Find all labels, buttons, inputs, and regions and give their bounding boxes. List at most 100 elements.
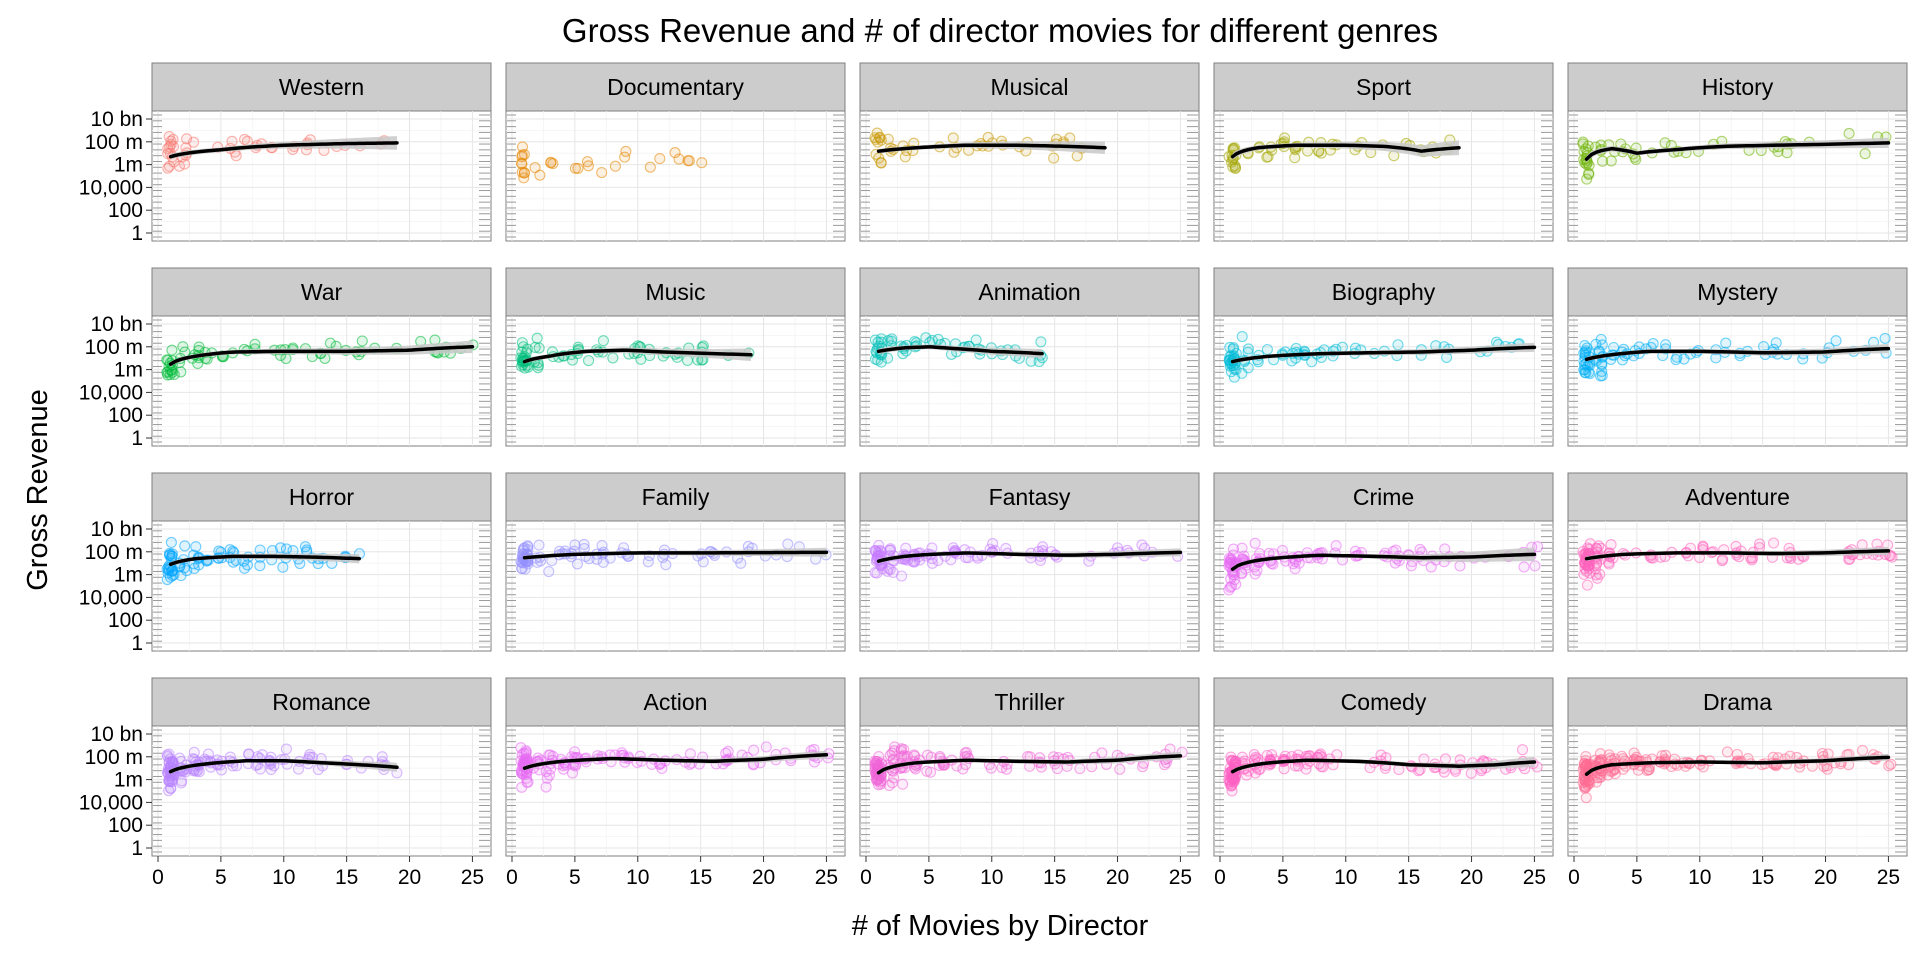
x-tick-label: 20	[752, 866, 775, 889]
x-tick-label: 15	[689, 866, 712, 889]
smooth-line-musical	[876, 143, 1107, 153]
y-tick-label: 100 m	[85, 746, 143, 769]
data-point	[1596, 339, 1608, 351]
facet-panel-musical: Musical	[859, 62, 1200, 242]
data-point	[884, 544, 896, 556]
data-point	[644, 161, 656, 173]
y-tick-label: 100	[108, 814, 143, 837]
x-tick-label: 25	[1877, 866, 1900, 889]
data-point	[1114, 763, 1126, 775]
data-point	[545, 156, 557, 168]
y-tick-label: 100	[108, 404, 143, 427]
data-point	[1605, 539, 1617, 551]
facet-panel-drama: Drama 0 5 10 15 20 25	[1567, 677, 1908, 889]
facet-label-comedy: Comedy	[1341, 689, 1427, 715]
x-tick-label: 0	[506, 866, 518, 889]
chart-title: Gross Revenue and # of director movies f…	[562, 12, 1438, 49]
data-point	[620, 145, 632, 157]
facet-label-war: War	[301, 279, 343, 305]
data-point	[1582, 360, 1594, 372]
y-tick-label: 10 bn	[90, 518, 143, 541]
facet-label-horror: Horror	[289, 484, 355, 510]
data-point	[1581, 579, 1593, 591]
facet-strip-documentary	[505, 62, 846, 112]
data-point	[230, 150, 242, 162]
y-tick-label: 1m	[114, 154, 143, 177]
data-point	[582, 355, 595, 367]
data-point	[673, 153, 685, 165]
x-tick-label: 15	[1397, 866, 1420, 889]
points-documentary	[515, 141, 708, 184]
y-tick-label: 10 bn	[90, 313, 143, 336]
facet-label-western: Western	[279, 74, 364, 100]
y-tick-label: 1	[131, 837, 143, 860]
data-point	[1025, 355, 1037, 367]
data-point	[1336, 341, 1348, 353]
data-point	[1578, 146, 1590, 158]
data-point	[1236, 331, 1248, 343]
data-point	[924, 766, 937, 778]
data-point	[519, 563, 531, 575]
data-point	[1074, 763, 1086, 775]
data-point	[1529, 560, 1541, 572]
facet-label-family: Family	[642, 484, 710, 510]
data-point	[897, 778, 909, 790]
data-point	[1518, 561, 1530, 573]
data-point	[166, 344, 178, 356]
data-point	[760, 741, 772, 753]
data-point	[190, 541, 202, 553]
data-point	[1226, 156, 1238, 168]
data-point	[926, 542, 938, 554]
facet-label-drama: Drama	[1703, 689, 1772, 715]
facet-strip-history	[1567, 62, 1908, 112]
data-point	[870, 546, 882, 558]
data-point	[520, 347, 532, 359]
data-point	[1577, 136, 1589, 148]
data-point	[886, 335, 898, 347]
data-point	[277, 561, 289, 573]
data-point	[1579, 339, 1591, 352]
data-point	[1596, 155, 1609, 167]
data-point	[1276, 544, 1289, 557]
x-tick-label: 20	[1460, 866, 1483, 889]
y-tick-label: 1m	[114, 564, 143, 587]
facet-label-documentary: Documentary	[607, 74, 744, 100]
facet-label-romance: Romance	[272, 689, 370, 715]
data-point	[1048, 152, 1060, 164]
data-point	[682, 155, 694, 167]
data-point	[566, 354, 579, 366]
data-point	[164, 549, 176, 561]
facet-panel-fantasy: Fantasy	[859, 472, 1200, 652]
facet-label-sport: Sport	[1356, 74, 1412, 100]
y-tick-label: 10,000	[79, 791, 143, 814]
data-point	[895, 745, 907, 757]
data-point	[1697, 541, 1709, 553]
data-point	[173, 160, 185, 172]
x-tick-label: 10	[272, 866, 295, 889]
data-point	[875, 157, 887, 169]
data-point	[1292, 749, 1304, 761]
y-axis-label: Gross Revenue	[22, 389, 54, 591]
data-point	[872, 354, 884, 366]
y-tick-label: 100 m	[85, 541, 143, 564]
data-point	[533, 539, 545, 551]
y-tick-label: 1	[131, 632, 143, 655]
facet-panel-music: Music	[505, 267, 846, 447]
data-point	[1678, 353, 1690, 365]
data-point	[518, 148, 530, 161]
smooth-line-history	[1584, 141, 1891, 161]
data-point	[681, 354, 694, 366]
data-point	[292, 763, 305, 775]
facet-panel-mystery: Mystery	[1567, 267, 1908, 447]
data-point	[1830, 335, 1842, 347]
facet-strip-biography	[1213, 267, 1554, 317]
facet-label-history: History	[1702, 74, 1774, 100]
data-point	[1580, 776, 1592, 788]
x-tick-label: 5	[1277, 866, 1289, 889]
data-point	[1261, 343, 1273, 356]
data-point	[1768, 537, 1780, 549]
facet-strip-animation	[859, 267, 1200, 317]
data-point	[1856, 744, 1869, 756]
